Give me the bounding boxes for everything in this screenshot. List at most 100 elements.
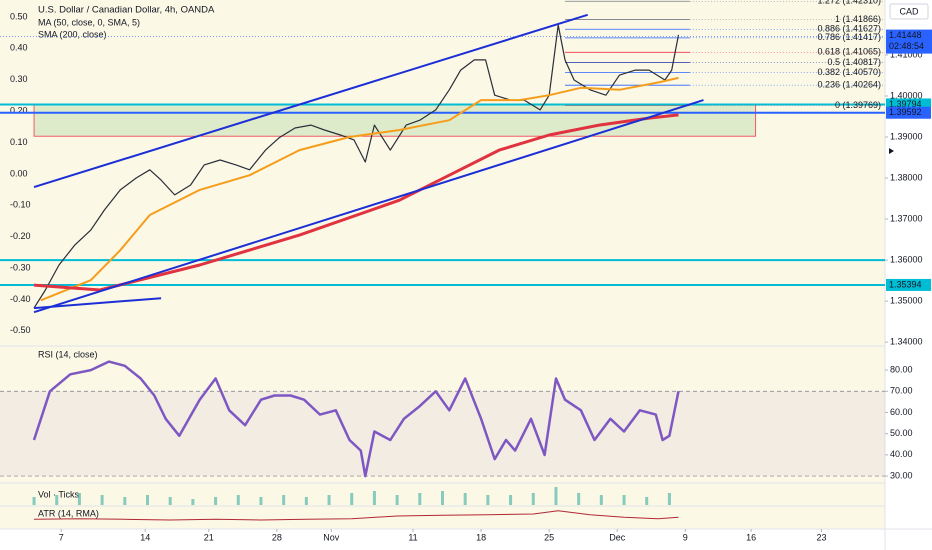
y-tick-label: 80.00: [890, 364, 913, 374]
volume-bar: [168, 497, 172, 505]
x-tick-label: Dec: [609, 532, 626, 542]
volume-bar: [146, 495, 149, 505]
volume-bar: [645, 497, 649, 505]
x-tick-label: 23: [816, 532, 826, 542]
volume-bar: [214, 497, 218, 505]
y-tick-label: 60.00: [890, 407, 913, 417]
volume-bar: [100, 495, 104, 505]
fib-label: 0.786 (1.41417): [817, 32, 881, 42]
volume-bar: [531, 493, 535, 505]
volume-bar: [395, 495, 399, 505]
volume-bar: [259, 497, 263, 505]
countdown: 02:48:54: [889, 41, 924, 51]
fib-label: 0 (1.39769): [835, 100, 881, 110]
price-axis: [885, 0, 932, 550]
volume-bar: [486, 495, 490, 505]
series-line: [33, 297, 162, 310]
y-tick-label: 1.38000: [890, 172, 923, 182]
y2-tick-label: -0.10: [10, 200, 31, 210]
volume-bar: [282, 495, 286, 505]
volume-bar: [350, 493, 354, 505]
fib-label: 0.886 (1.41627): [817, 24, 881, 34]
volume-bar: [191, 499, 195, 505]
time-axis: [0, 529, 885, 550]
y-tick-label: 50.00: [890, 428, 913, 438]
price-badge: [886, 278, 931, 291]
fib-label: 1.272 (1.42310): [817, 0, 881, 6]
x-tick-label: 18: [476, 532, 486, 542]
x-tick-label: 9: [683, 532, 688, 542]
legend-entry: MA (50, close, 0, SMA, 5): [38, 17, 140, 27]
y2-tick-label: -0.30: [10, 262, 31, 272]
series-line: [33, 510, 679, 521]
y2-tick-label: 0.50: [10, 11, 28, 21]
series-line: [40, 76, 679, 302]
fib-label: 0.5 (1.40817): [827, 57, 881, 67]
x-tick-label: 7: [59, 532, 64, 542]
plot-background: [0, 0, 885, 529]
y-tick-label: 1.35000: [890, 295, 923, 305]
x-tick-label: 14: [140, 532, 150, 542]
volume-bar: [32, 497, 36, 505]
last-price-badge: [886, 29, 932, 54]
y-tick-label: 1.36000: [890, 254, 923, 264]
volume-bar: [418, 493, 422, 505]
price-badge-label: 1.39794: [889, 99, 922, 109]
x-tick-label: 11: [408, 532, 417, 542]
series-line: [33, 113, 679, 292]
rsi-band: [0, 391, 885, 477]
y2-tick-label: 0.40: [10, 43, 28, 53]
y-tick-label: 1.34000: [890, 337, 923, 347]
scroll-arrow[interactable]: [889, 148, 894, 154]
series-line: [32, 360, 680, 478]
chart-title: U.S. Dollar / Canadian Dollar, 4h, OANDA: [38, 5, 215, 16]
x-tick-label: Nov: [323, 532, 340, 542]
series-line: [33, 24, 680, 309]
y-tick-label: 1.40000: [890, 90, 923, 100]
y-tick-label: 40.00: [890, 449, 913, 459]
price-badge: [886, 106, 931, 119]
volume-bar: [463, 493, 467, 505]
fib-label: 1 (1.41866): [835, 14, 881, 24]
currency: CAD: [899, 6, 919, 16]
volume-bar: [577, 493, 581, 505]
pane-title: Vol · Ticks: [38, 489, 80, 499]
volume-bar: [77, 493, 81, 505]
volume-bar: [236, 495, 240, 505]
y-tick-label: 1.37000: [890, 213, 923, 223]
x-tick-label: 16: [746, 532, 756, 542]
x-tick-label: 25: [544, 532, 554, 542]
y-tick-label: 1.39000: [890, 131, 923, 141]
price-badge-label: 1.35394: [889, 279, 922, 289]
y2-tick-label: -0.40: [10, 294, 31, 304]
y-tick-label: 30.00: [890, 470, 913, 480]
legend-entry: SMA (200, close): [38, 29, 107, 39]
fib-label: 0.236 (1.40264): [817, 80, 881, 90]
x-tick-label: 21: [204, 532, 214, 542]
volume-bar: [55, 495, 59, 505]
volume-bar: [622, 495, 626, 505]
x-tick-label: 28: [272, 532, 282, 542]
y2-tick-label: -0.50: [10, 325, 31, 335]
volume-bar: [327, 495, 331, 505]
pane-title: RSI (14, close): [38, 349, 98, 359]
volume-bar: [667, 493, 671, 505]
y2-tick-label: -0.20: [10, 231, 31, 241]
currency-box[interactable]: [889, 3, 929, 20]
y2-tick-label: 0.00: [10, 168, 28, 178]
fib-label: 0.382 (1.40570): [817, 67, 881, 77]
series-line: [33, 99, 704, 314]
y2-tick-label: 0.20: [10, 106, 28, 116]
last-price-label: 1.41448: [889, 30, 922, 40]
volume-bar: [509, 495, 513, 505]
y-tick-label: 70.00: [890, 386, 913, 396]
volume-bar: [304, 497, 308, 505]
fib-label: 0.618 (1.41065): [817, 47, 881, 57]
pane-title: ATR (14, RMA): [38, 508, 99, 518]
volume-bar: [599, 495, 603, 505]
y2-tick-label: 0.10: [10, 137, 28, 147]
volume-bar: [123, 497, 127, 505]
volume-bar: [372, 491, 376, 505]
volume-bar: [554, 487, 558, 505]
